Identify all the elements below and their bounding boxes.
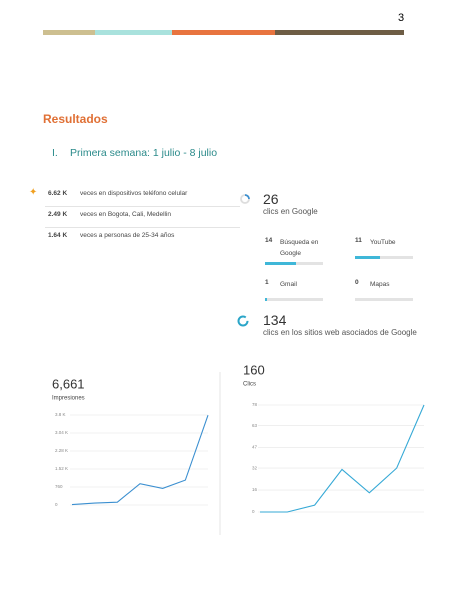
y-tick-label: 63 xyxy=(252,423,258,428)
y-tick-label: 0 xyxy=(55,502,58,507)
color-band xyxy=(43,30,95,35)
item-value: 0 xyxy=(355,279,359,286)
stat-value: 6.62 K xyxy=(48,190,68,197)
y-tick-label: 3.04 K xyxy=(55,430,68,435)
stat-label: veces a personas de 25-34 años xyxy=(80,232,175,239)
item-label: Gmail xyxy=(280,281,297,288)
y-tick-label: 760 xyxy=(55,484,63,489)
y-tick-label: 78 xyxy=(252,402,258,407)
chart-title: 160 xyxy=(243,362,265,377)
bar-track xyxy=(355,298,413,301)
subsection-title: Primera semana: 1 julio - 8 julio xyxy=(70,147,218,159)
color-band xyxy=(275,30,404,35)
stat-label: veces en Bogota, Cali, Medellin xyxy=(80,211,172,218)
partner-clicks-label: clics en los sitios web asociados de Goo… xyxy=(263,328,417,337)
color-band xyxy=(172,30,275,35)
stat-value: 1.64 K xyxy=(48,232,68,239)
item-value: 11 xyxy=(355,237,362,244)
google-clicks-value: 26 xyxy=(263,191,279,207)
y-tick-label: 3.8 K xyxy=(55,412,66,417)
sparkle-icon: ✦ xyxy=(29,187,38,198)
ring-icon xyxy=(237,315,249,327)
color-band xyxy=(95,30,172,35)
bar-track xyxy=(355,256,413,259)
item-label: YouTube xyxy=(370,239,396,246)
bar xyxy=(355,256,380,259)
bar-track xyxy=(265,298,323,301)
chart-subtitle: Impresiones xyxy=(52,396,85,402)
line xyxy=(260,404,425,513)
line xyxy=(71,415,209,506)
stat-label: veces en dispositivos teléfono celular xyxy=(80,190,188,197)
ring-icon xyxy=(244,194,250,200)
separator xyxy=(45,206,240,207)
chart-title: 6,661 xyxy=(52,376,85,391)
item-label: Mapas xyxy=(370,281,390,288)
stat-value: 2.49 K xyxy=(48,211,68,218)
bar xyxy=(265,262,297,265)
y-tick-label: 16 xyxy=(252,487,258,492)
bar xyxy=(265,298,268,301)
partner-clicks-value: 134 xyxy=(263,312,287,328)
item-value: 14 xyxy=(265,237,273,244)
item-value: 1 xyxy=(265,279,269,286)
section-title: Resultados xyxy=(43,112,108,126)
y-tick-label: 2.28 K xyxy=(55,448,68,453)
item-label: Búsqueda en Google xyxy=(280,239,319,257)
subsection-number: I. xyxy=(52,147,58,159)
y-tick-label: 0 xyxy=(252,509,255,514)
y-tick-label: 47 xyxy=(252,445,258,450)
google-clicks-label: clics en Google xyxy=(263,207,318,216)
separator xyxy=(45,227,240,228)
page-number: 3 xyxy=(398,12,405,24)
chart-subtitle: Clics xyxy=(243,382,256,388)
y-tick-label: 1.52 K xyxy=(55,466,68,471)
y-tick-label: 32 xyxy=(252,465,258,470)
